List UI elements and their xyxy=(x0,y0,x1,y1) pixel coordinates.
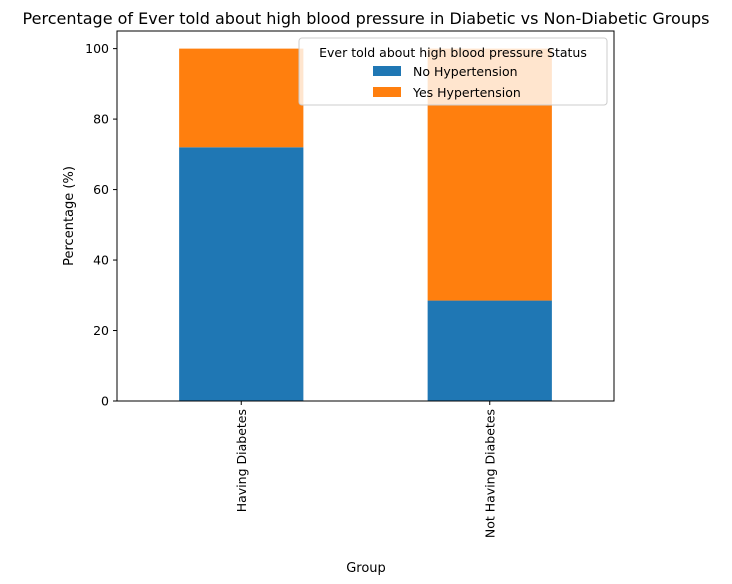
chart-title: Percentage of Ever told about high blood… xyxy=(23,9,710,28)
y-axis: 0 20 40 60 80 100 xyxy=(85,41,117,409)
bar-not-having-diabetes-no-hypertension xyxy=(427,300,552,401)
x-tick-label: Having Diabetes xyxy=(234,409,249,512)
y-tick-label: 0 xyxy=(101,394,109,409)
y-tick-label: 60 xyxy=(93,182,109,197)
x-axis-label: Group xyxy=(346,561,386,576)
bar-having-diabetes-yes-hypertension xyxy=(179,48,304,148)
x-axis: Having Diabetes Not Having Diabetes xyxy=(234,401,497,538)
legend-label-no-hypertension: No Hypertension xyxy=(413,64,518,79)
y-tick-label: 40 xyxy=(93,253,109,268)
plot-frame xyxy=(116,30,615,402)
legend-title: Ever told about high blood pressure Stat… xyxy=(319,45,587,60)
legend-swatch-no-hypertension xyxy=(373,66,401,76)
bar-having-diabetes-no-hypertension xyxy=(179,147,304,401)
x-tick-label: Not Having Diabetes xyxy=(482,409,497,538)
y-tick-label: 100 xyxy=(85,41,109,56)
legend-label-yes-hypertension: Yes Hypertension xyxy=(412,85,521,100)
y-axis-label: Percentage (%) xyxy=(62,166,77,266)
y-tick-label: 80 xyxy=(93,112,109,127)
legend-swatch-yes-hypertension xyxy=(373,87,401,97)
y-tick-label: 20 xyxy=(93,323,109,338)
legend: Ever told about high blood pressure Stat… xyxy=(298,37,608,106)
